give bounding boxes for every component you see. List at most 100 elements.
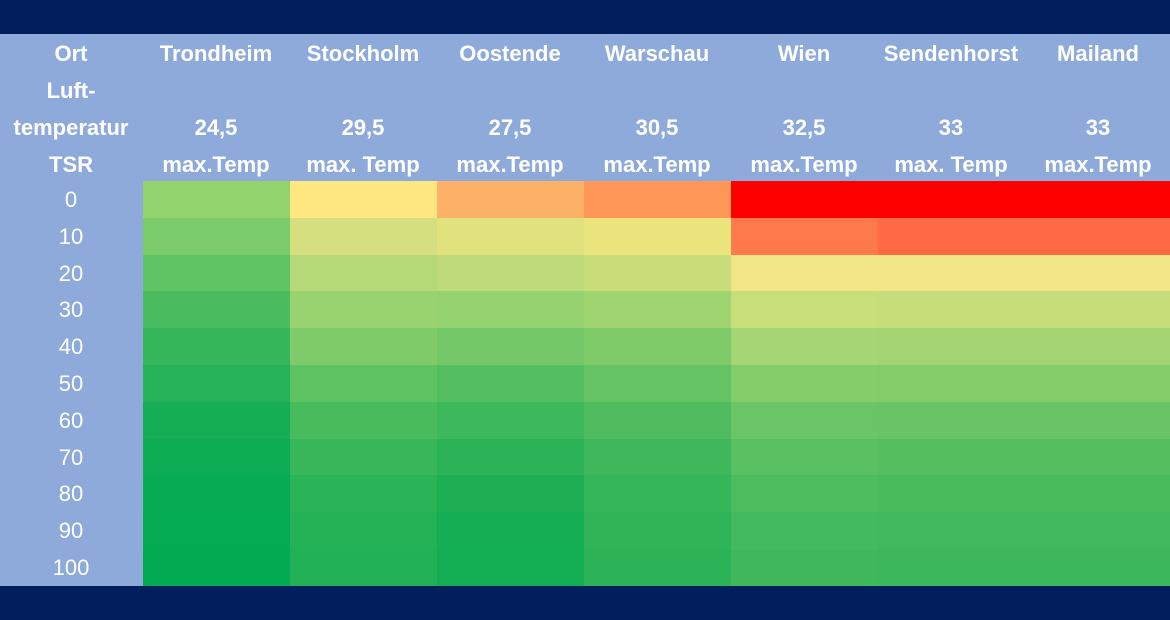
heatmap-cell [878,291,1025,329]
heatmap-cell [1025,217,1170,256]
location-label: Stockholm [306,41,420,66]
heatmap-cell [731,438,878,476]
max-temp-value: 30,5 [635,115,679,140]
heatmap-cell [437,438,584,476]
row-header-ort: Ort [54,41,88,66]
heatmap-cell [731,181,878,219]
heatmap-cell [731,549,878,587]
max-temp-value: 33 [938,115,964,140]
heatmap-cell [290,438,437,476]
heatmap-cell [731,475,878,513]
location-label: Warschau [604,41,710,66]
heatmap-cell [1025,328,1170,366]
heatmap-cell [584,328,731,366]
row-header-tsr: TSR [49,152,93,177]
row-header-luft: Luft- [46,78,96,103]
heatmap-cell [878,438,1025,476]
heatmap-cell [437,365,584,403]
max-temp-label: max. Temp [894,152,1008,177]
heatmap-cell [878,254,1025,292]
location-label: Mailand [1057,41,1139,66]
heatmap-cell [143,438,290,476]
heatmap-cell [143,291,290,329]
heatmap-cell [878,549,1025,587]
tsr-row-label: 0 [64,187,78,212]
max-temp-value: 24,5 [194,115,238,140]
heatmap-cell [878,181,1025,219]
heatmap-cell [1025,438,1170,476]
max-temp-label: max.Temp [750,152,858,177]
heatmap-cell [1025,181,1170,219]
row-header-temperatur: temperatur [13,115,129,140]
heatmap-cell [1025,475,1170,513]
heatmap-cell [437,291,584,329]
tsr-row-label: 20 [58,260,84,286]
heatmap-cell [437,549,584,587]
heatmap-cell [143,401,290,440]
heatmap-cell [1025,254,1170,292]
heatmap-cell [290,181,437,219]
heatmap-cell [584,291,731,329]
heatmap-cell [290,512,437,550]
heatmap-cell [437,512,584,550]
heatmap-cell [1025,549,1170,587]
heatmap-cell [731,401,878,440]
heatmap-cell [878,401,1025,440]
heatmap-cell [290,475,437,513]
heatmap-cell [290,328,437,366]
heatmap-cell [731,217,878,256]
location-label: Oostende [459,41,561,66]
heatmap-cell [584,181,731,219]
tsr-row-label: 10 [58,223,84,249]
tsr-row-label: 100 [52,555,90,580]
heatmap-cell [878,217,1025,256]
heatmap-cell [437,401,584,440]
max-temp-value: 27,5 [488,115,532,140]
heatmap-cell [290,291,437,329]
heatmap-cell [437,475,584,513]
heatmap-cell [584,549,731,587]
heatmap-cell [143,549,290,587]
heatmap-cell [878,328,1025,366]
heatmap-cell [143,254,290,292]
heatmap-cell [731,365,878,403]
top-border-band [0,0,1170,34]
heatmap-cell [290,401,437,440]
heatmap-cell [143,512,290,550]
tsr-row-label: 40 [58,334,84,360]
location-label: Trondheim [159,41,273,66]
heatmap-cell [437,254,584,292]
heatmap-cell [143,181,290,219]
heatmap-cell [731,328,878,366]
heatmap-cell [290,254,437,292]
tsr-row-label: 50 [58,371,84,396]
heatmap-cell [1025,401,1170,440]
heatmap-cell [143,217,290,256]
heatmap-cell [878,475,1025,513]
max-temp-label: max.Temp [456,152,564,177]
heatmap-cell [437,181,584,219]
heatmap-cell [437,217,584,256]
heatmap-cell [437,328,584,366]
heatmap-cell [584,217,731,256]
max-temp-value: 33 [1085,115,1111,140]
max-temp-label: max.Temp [603,152,711,177]
heatmap-cell [584,401,731,440]
heatmap-cell [731,512,878,550]
tsr-row-label: 70 [58,444,84,470]
heatmap-cell [290,365,437,403]
heatmap-cell [584,438,731,476]
heatmap-cell [290,549,437,587]
heatmap-cell [143,475,290,513]
heatmap-cell [143,328,290,366]
heatmap-cell [584,512,731,550]
max-temp-value: 32,5 [782,115,826,140]
heatmap-cell [1025,291,1170,329]
heatmap-cell [584,254,731,292]
heatmap-cell [1025,512,1170,550]
heatmap-cell [1025,365,1170,403]
heatmap-cell [290,217,437,256]
heatmap-cell [731,254,878,292]
location-label: Wien [777,41,831,66]
